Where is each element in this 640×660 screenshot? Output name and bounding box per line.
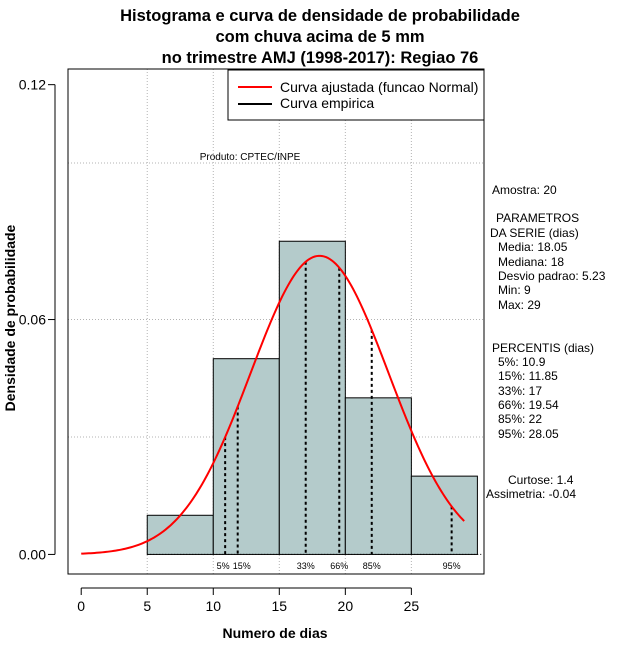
percentis-header: PERCENTIS (dias): [492, 341, 595, 355]
param-desvio: Desvio padrao: 5.23: [498, 269, 606, 283]
sample-size: Amostra: 20: [492, 183, 557, 197]
params-header-2: DA SERIE (dias): [490, 226, 579, 240]
y-tick-label: 0.06: [19, 312, 46, 328]
curtose: Curtose: 1.4: [508, 473, 574, 487]
x-tick-label: 20: [338, 598, 354, 614]
x-tick-label: 15: [272, 598, 288, 614]
percentile-label: 85%: [363, 561, 381, 571]
legend-box: [227, 69, 485, 121]
y-tick-label: 0.00: [19, 546, 46, 562]
percentil-5: 5%: 10.9: [498, 355, 546, 369]
title-line-2: com chuva acima de 5 mm: [215, 28, 425, 46]
percentile-label: 33%: [297, 561, 315, 571]
param-mediana: Mediana: 18: [498, 255, 565, 269]
chart-title: Histograma e curva de densidade de proba…: [40, 6, 600, 69]
percentil-85: 85%: 22: [498, 412, 543, 426]
x-axis-label: Numero de dias: [222, 625, 328, 641]
param-max: Max: 29: [498, 298, 541, 312]
histogram-bar: [410, 475, 478, 555]
percentile-lines: [224, 261, 453, 555]
product-note: Produto: CPTEC/INPE: [200, 152, 301, 163]
percentil-33: 33%: 17: [498, 384, 543, 398]
param-min: Min: 9: [498, 283, 531, 297]
percentile-label: 15%: [233, 561, 251, 571]
legend-label-fitted: Curva ajustada (funcao Normal): [280, 79, 478, 95]
histogram-bar: [344, 397, 412, 555]
params-header-1: PARAMETROS: [496, 211, 580, 225]
percentile-label: 95%: [443, 561, 461, 571]
plot-frame: [67, 68, 485, 575]
x-tick-label: 25: [404, 598, 420, 614]
axes: 0.00 0.06 0.12 0 5 10 15 20 25: [19, 77, 420, 614]
histogram-bar: [212, 358, 280, 555]
title-line-1: Histograma e curva de densidade de proba…: [120, 7, 520, 25]
param-media: Media: 18.05: [498, 240, 568, 254]
title-line-3: no trimestre AMJ (1998-2017): Regiao 76: [161, 49, 479, 67]
percentile-label: 66%: [330, 561, 348, 571]
x-tick-label: 5: [143, 598, 151, 614]
percentil-95: 95%: 28.05: [498, 427, 559, 441]
y-tick-label: 0.12: [19, 77, 46, 93]
percentile-label: 5%: [217, 561, 230, 571]
y-axis-label: Densidade de probabilidade: [2, 224, 18, 412]
x-tick-label: 0: [77, 598, 85, 614]
legend-label-empirical: Curva empirica: [280, 95, 374, 111]
histogram-bars: [146, 240, 483, 555]
assimetria: Assimetria: -0.04: [486, 487, 577, 501]
x-tick-label: 10: [205, 598, 221, 614]
histogram-bar: [278, 240, 346, 555]
percentile-labels: 5% 15% 33% 66% 85% 95%: [217, 561, 461, 571]
normal-fit-curve: [81, 254, 465, 555]
percentil-15: 15%: 11.85: [498, 369, 558, 383]
percentil-66: 66%: 19.54: [498, 398, 559, 412]
